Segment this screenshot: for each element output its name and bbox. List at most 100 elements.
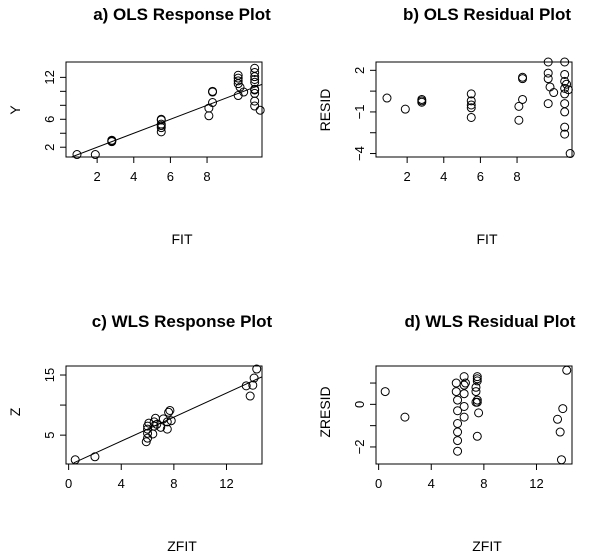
panel-c-xtick-label: 8 (170, 476, 177, 491)
panel-c-data-point (248, 380, 258, 390)
panel-d-data-point (453, 427, 463, 437)
panel-b-ytick-label: −4 (352, 146, 367, 161)
panel-b-data-point (417, 94, 427, 104)
panel-b-xtick-label: 2 (404, 169, 411, 184)
panel-d-xtick-label: 8 (480, 476, 487, 491)
panel-b-ytick-label: 2 (352, 67, 367, 74)
panel-d-data-point (460, 378, 470, 388)
panel-d-data-point (453, 419, 463, 429)
panel-d-wls-residual: d) WLS Residual Plot ZFIT ZRESID 0 4 8 12 0 −… (317, 312, 576, 554)
panel-d-data-point (555, 427, 565, 437)
panel-a-data-point (204, 103, 214, 113)
panel-d-data-point (472, 372, 482, 382)
panel-b-data-point (543, 74, 553, 84)
panel-d-plot-frame (375, 365, 573, 465)
panel-a-data-point (208, 86, 218, 96)
panel-b-data-point (560, 69, 570, 79)
panel-d-data-point (453, 406, 463, 416)
panel-a-data-point (208, 98, 218, 108)
panel-a-xtick-label: 6 (167, 169, 174, 184)
panel-c-data-point (164, 407, 174, 417)
panel-b-data-point (514, 115, 524, 125)
panel-d-data-point (459, 401, 469, 411)
panel-b-data-point (518, 72, 528, 82)
panel-d-data-point (472, 376, 482, 386)
panel-a-xtick-label: 2 (94, 169, 101, 184)
panel-a-ols-response: a) OLS Response Plot FIT Y 2 4 6 8 2 6 12 (7, 5, 271, 247)
panel-c-data-point (162, 424, 172, 434)
panel-d-data-point (459, 389, 469, 399)
panel-a-data-point (255, 105, 265, 115)
panel-d-data-point (459, 380, 469, 390)
panel-b-xlabel: FIT (477, 231, 498, 247)
panel-d-data-point (472, 395, 482, 405)
panel-c-ytick-label: 15 (42, 368, 57, 382)
panel-b-data-point (545, 82, 555, 92)
panel-b-xtick-label: 6 (477, 169, 484, 184)
panel-c-data-point (166, 416, 176, 426)
panel-a-data-point (233, 76, 243, 86)
panel-d-title: d) WLS Residual Plot (405, 312, 576, 331)
panel-d-ytick-label: −2 (352, 440, 367, 455)
panel-a-data-point (90, 150, 100, 160)
panel-d-data-point (380, 387, 390, 397)
panel-d-data-point (472, 431, 482, 441)
panel-a-data-point (250, 74, 260, 84)
panel-b-data-point (466, 103, 476, 113)
panel-c-data-point (148, 429, 158, 439)
panel-d-data-point (562, 365, 572, 375)
panel-c-wls-response: c) WLS Response Plot ZFIT Z 0 4 8 12 5 15 (7, 312, 273, 554)
panel-d-data-point (472, 374, 482, 384)
panel-b-data-point (466, 96, 476, 106)
panel-a-xtick-label: 4 (130, 169, 137, 184)
panel-a-data-point (107, 135, 117, 145)
panel-c-data-point (165, 405, 175, 415)
panel-b-data-point (565, 149, 575, 159)
panel-a-title: a) OLS Response Plot (93, 5, 271, 24)
panel-b-data-point (560, 122, 570, 132)
panel-d-data-point (471, 387, 481, 397)
panel-a-data-point (156, 114, 166, 124)
panel-a-ytick-label: 12 (42, 70, 57, 84)
panel-d-data-point (453, 446, 463, 456)
panel-b-data-point (543, 57, 553, 67)
panel-d-data-point (459, 412, 469, 422)
panel-d-xtick-label: 0 (375, 476, 382, 491)
panel-a-data-point (239, 87, 249, 97)
panel-a-ytick-label: 6 (42, 116, 57, 123)
panel-b-data-point (549, 88, 559, 98)
panel-d-data-point (472, 397, 482, 407)
panel-c-title: c) WLS Response Plot (92, 312, 273, 331)
panel-a-plot-frame (65, 61, 263, 158)
panel-d-data-point (471, 382, 481, 392)
panel-c-data-point (162, 417, 172, 427)
panel-d-data-point (453, 395, 463, 405)
panel-c-data-point (143, 428, 153, 438)
panel-d-data-point (553, 414, 563, 424)
panel-d-data-point (400, 412, 410, 422)
panel-c-ytick-label: 5 (42, 432, 57, 439)
panel-a-data-point (250, 88, 260, 98)
panel-b-ols-residual: b) OLS Residual Plot FIT RESID 2 4 6 8 2 −1 −4 (317, 5, 575, 247)
panel-a-data-point (250, 101, 260, 111)
panel-b-data-point (560, 99, 570, 109)
panel-c-xtick-label: 12 (219, 476, 233, 491)
panel-b-xtick-label: 4 (440, 169, 447, 184)
panel-a-data-point (233, 70, 243, 80)
panel-a-data-point (250, 84, 260, 94)
panel-d-data-point (453, 436, 463, 446)
panel-a-ylabel: Y (7, 105, 23, 115)
panel-b-data-point (400, 104, 410, 114)
panel-b-data-point (518, 94, 528, 104)
panel-a-data-point (250, 67, 260, 77)
panel-b-data-point (543, 99, 553, 109)
panel-b-plot-frame (375, 61, 573, 158)
panel-b-data-point (466, 89, 476, 99)
panel-b-xtick-label: 8 (513, 169, 520, 184)
panel-c-data-point (241, 381, 251, 391)
panel-c-xtick-label: 0 (65, 476, 72, 491)
panel-a-data-point (250, 63, 260, 73)
panel-a-data-point (233, 73, 243, 83)
panel-d-data-point (556, 455, 566, 465)
panel-d-data-point (451, 378, 461, 388)
